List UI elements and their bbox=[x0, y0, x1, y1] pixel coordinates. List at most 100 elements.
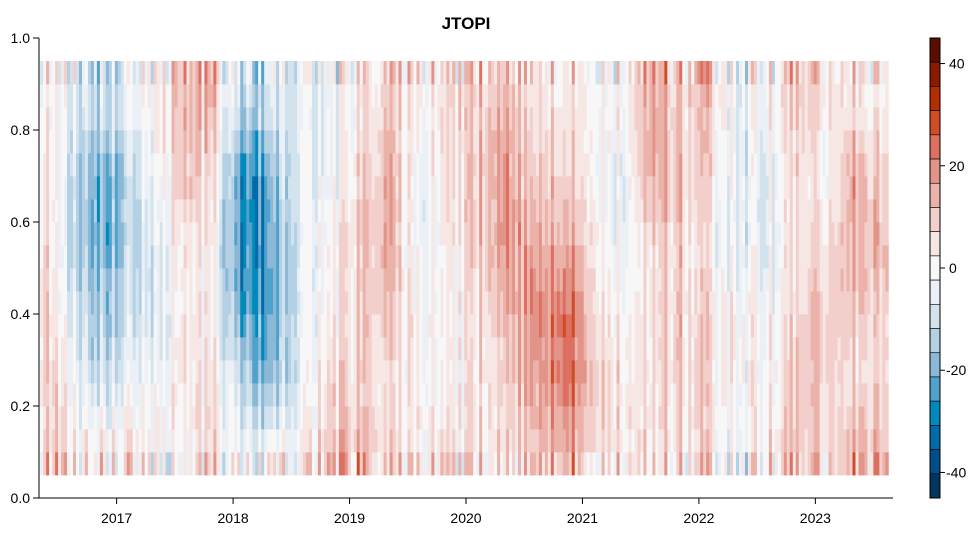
heatmap-cell bbox=[834, 268, 838, 292]
heatmap-cell bbox=[724, 291, 728, 315]
heatmap-cell bbox=[431, 383, 435, 407]
heatmap-cell bbox=[685, 245, 689, 269]
heatmap-cell bbox=[192, 84, 196, 108]
heatmap-cell bbox=[302, 406, 307, 430]
heatmap-cell bbox=[168, 84, 172, 108]
heatmap-cell bbox=[840, 429, 844, 453]
heatmap-cell bbox=[742, 199, 746, 223]
heatmap-cell bbox=[120, 291, 125, 315]
heatmap-cell bbox=[697, 107, 701, 131]
heatmap-cell bbox=[512, 268, 516, 292]
heatmap-cell bbox=[165, 383, 169, 407]
heatmap-cell bbox=[497, 291, 501, 315]
heatmap-cell bbox=[413, 107, 417, 131]
heatmap-cell bbox=[762, 176, 767, 200]
heatmap-cell bbox=[804, 314, 809, 338]
heatmap-cell bbox=[458, 337, 462, 361]
heatmap-cell bbox=[568, 406, 573, 430]
heatmap-cell bbox=[774, 360, 779, 384]
heatmap-cell bbox=[383, 360, 388, 384]
heatmap-cell bbox=[210, 314, 214, 338]
heatmap-cell bbox=[831, 314, 835, 338]
heatmap-cell bbox=[547, 245, 552, 269]
heatmap-cell bbox=[159, 314, 164, 338]
heatmap-cell bbox=[610, 406, 614, 430]
heatmap-cell bbox=[580, 153, 585, 177]
heatmap-cell bbox=[153, 222, 158, 246]
heatmap-cell bbox=[353, 268, 358, 292]
chart-title: JTOPI bbox=[442, 14, 491, 33]
heatmap-cell bbox=[261, 130, 265, 154]
heatmap-cell bbox=[715, 268, 719, 292]
heatmap-cell bbox=[619, 314, 623, 338]
heatmap-cell bbox=[123, 314, 128, 338]
heatmap-cell bbox=[697, 84, 701, 108]
heatmap-cell bbox=[434, 429, 438, 453]
heatmap-cell bbox=[335, 245, 340, 269]
heatmap-cell bbox=[55, 314, 59, 338]
heatmap-cell bbox=[117, 107, 122, 131]
heatmap-cell bbox=[264, 268, 268, 292]
heatmap-cell bbox=[141, 452, 146, 476]
heatmap-cell bbox=[458, 429, 462, 453]
heatmap-cell bbox=[521, 406, 525, 430]
heatmap-cell bbox=[395, 291, 399, 315]
heatmap-cell bbox=[87, 176, 92, 200]
heatmap-cell bbox=[739, 222, 743, 246]
heatmap-cell bbox=[67, 291, 71, 315]
heatmap-cell bbox=[317, 314, 322, 338]
heatmap-cell bbox=[416, 153, 420, 177]
heatmap-cell bbox=[834, 176, 838, 200]
heatmap-cell bbox=[398, 452, 402, 476]
heatmap-cell bbox=[676, 291, 680, 315]
heatmap-cell bbox=[308, 429, 313, 453]
heatmap-cell bbox=[476, 406, 480, 430]
heatmap-cell bbox=[810, 268, 815, 292]
heatmap-cell bbox=[768, 360, 773, 384]
heatmap-cell bbox=[488, 222, 492, 246]
heatmap-cell bbox=[715, 130, 719, 154]
heatmap-cell bbox=[852, 314, 856, 338]
heatmap-cell bbox=[739, 291, 743, 315]
heatmap-cell bbox=[114, 314, 119, 338]
heatmap-cell bbox=[867, 383, 871, 407]
heatmap-cell bbox=[706, 222, 710, 246]
heatmap-cell bbox=[840, 452, 844, 476]
heatmap-cell bbox=[816, 84, 821, 108]
heatmap-cell bbox=[736, 176, 740, 200]
heatmap-cell bbox=[515, 199, 519, 223]
heatmap-cell bbox=[589, 84, 594, 108]
heatmap-cell bbox=[174, 61, 178, 85]
heatmap-cell bbox=[398, 245, 402, 269]
heatmap-cell bbox=[323, 383, 328, 407]
heatmap-cell bbox=[78, 314, 83, 338]
heatmap-cell bbox=[87, 153, 92, 177]
heatmap-cell bbox=[186, 452, 190, 476]
heatmap-cell bbox=[604, 383, 609, 407]
heatmap-cell bbox=[413, 268, 417, 292]
heatmap-cell bbox=[819, 107, 824, 131]
heatmap-cell bbox=[141, 406, 146, 430]
heatmap-cell bbox=[138, 429, 143, 453]
heatmap-cell bbox=[156, 291, 161, 315]
heatmap-cell bbox=[825, 107, 830, 131]
heatmap-cell bbox=[58, 406, 62, 430]
heatmap-cell bbox=[70, 222, 74, 246]
heatmap-cell bbox=[649, 268, 653, 292]
heatmap-cell bbox=[55, 61, 59, 85]
heatmap-cell bbox=[410, 245, 414, 269]
heatmap-cell bbox=[255, 245, 259, 269]
heatmap-cell bbox=[810, 153, 815, 177]
heatmap-cell bbox=[837, 176, 841, 200]
heatmap-cell bbox=[682, 429, 686, 453]
heatmap-cell bbox=[416, 383, 420, 407]
heatmap-cell bbox=[658, 107, 662, 131]
heatmap-cell bbox=[631, 291, 635, 315]
heatmap-cell bbox=[804, 222, 809, 246]
heatmap-cell bbox=[568, 107, 573, 131]
heatmap-cell bbox=[613, 452, 617, 476]
heatmap-cell bbox=[500, 360, 504, 384]
heatmap-cell bbox=[473, 360, 477, 384]
heatmap-cell bbox=[222, 452, 226, 476]
heatmap-cell bbox=[201, 199, 205, 223]
